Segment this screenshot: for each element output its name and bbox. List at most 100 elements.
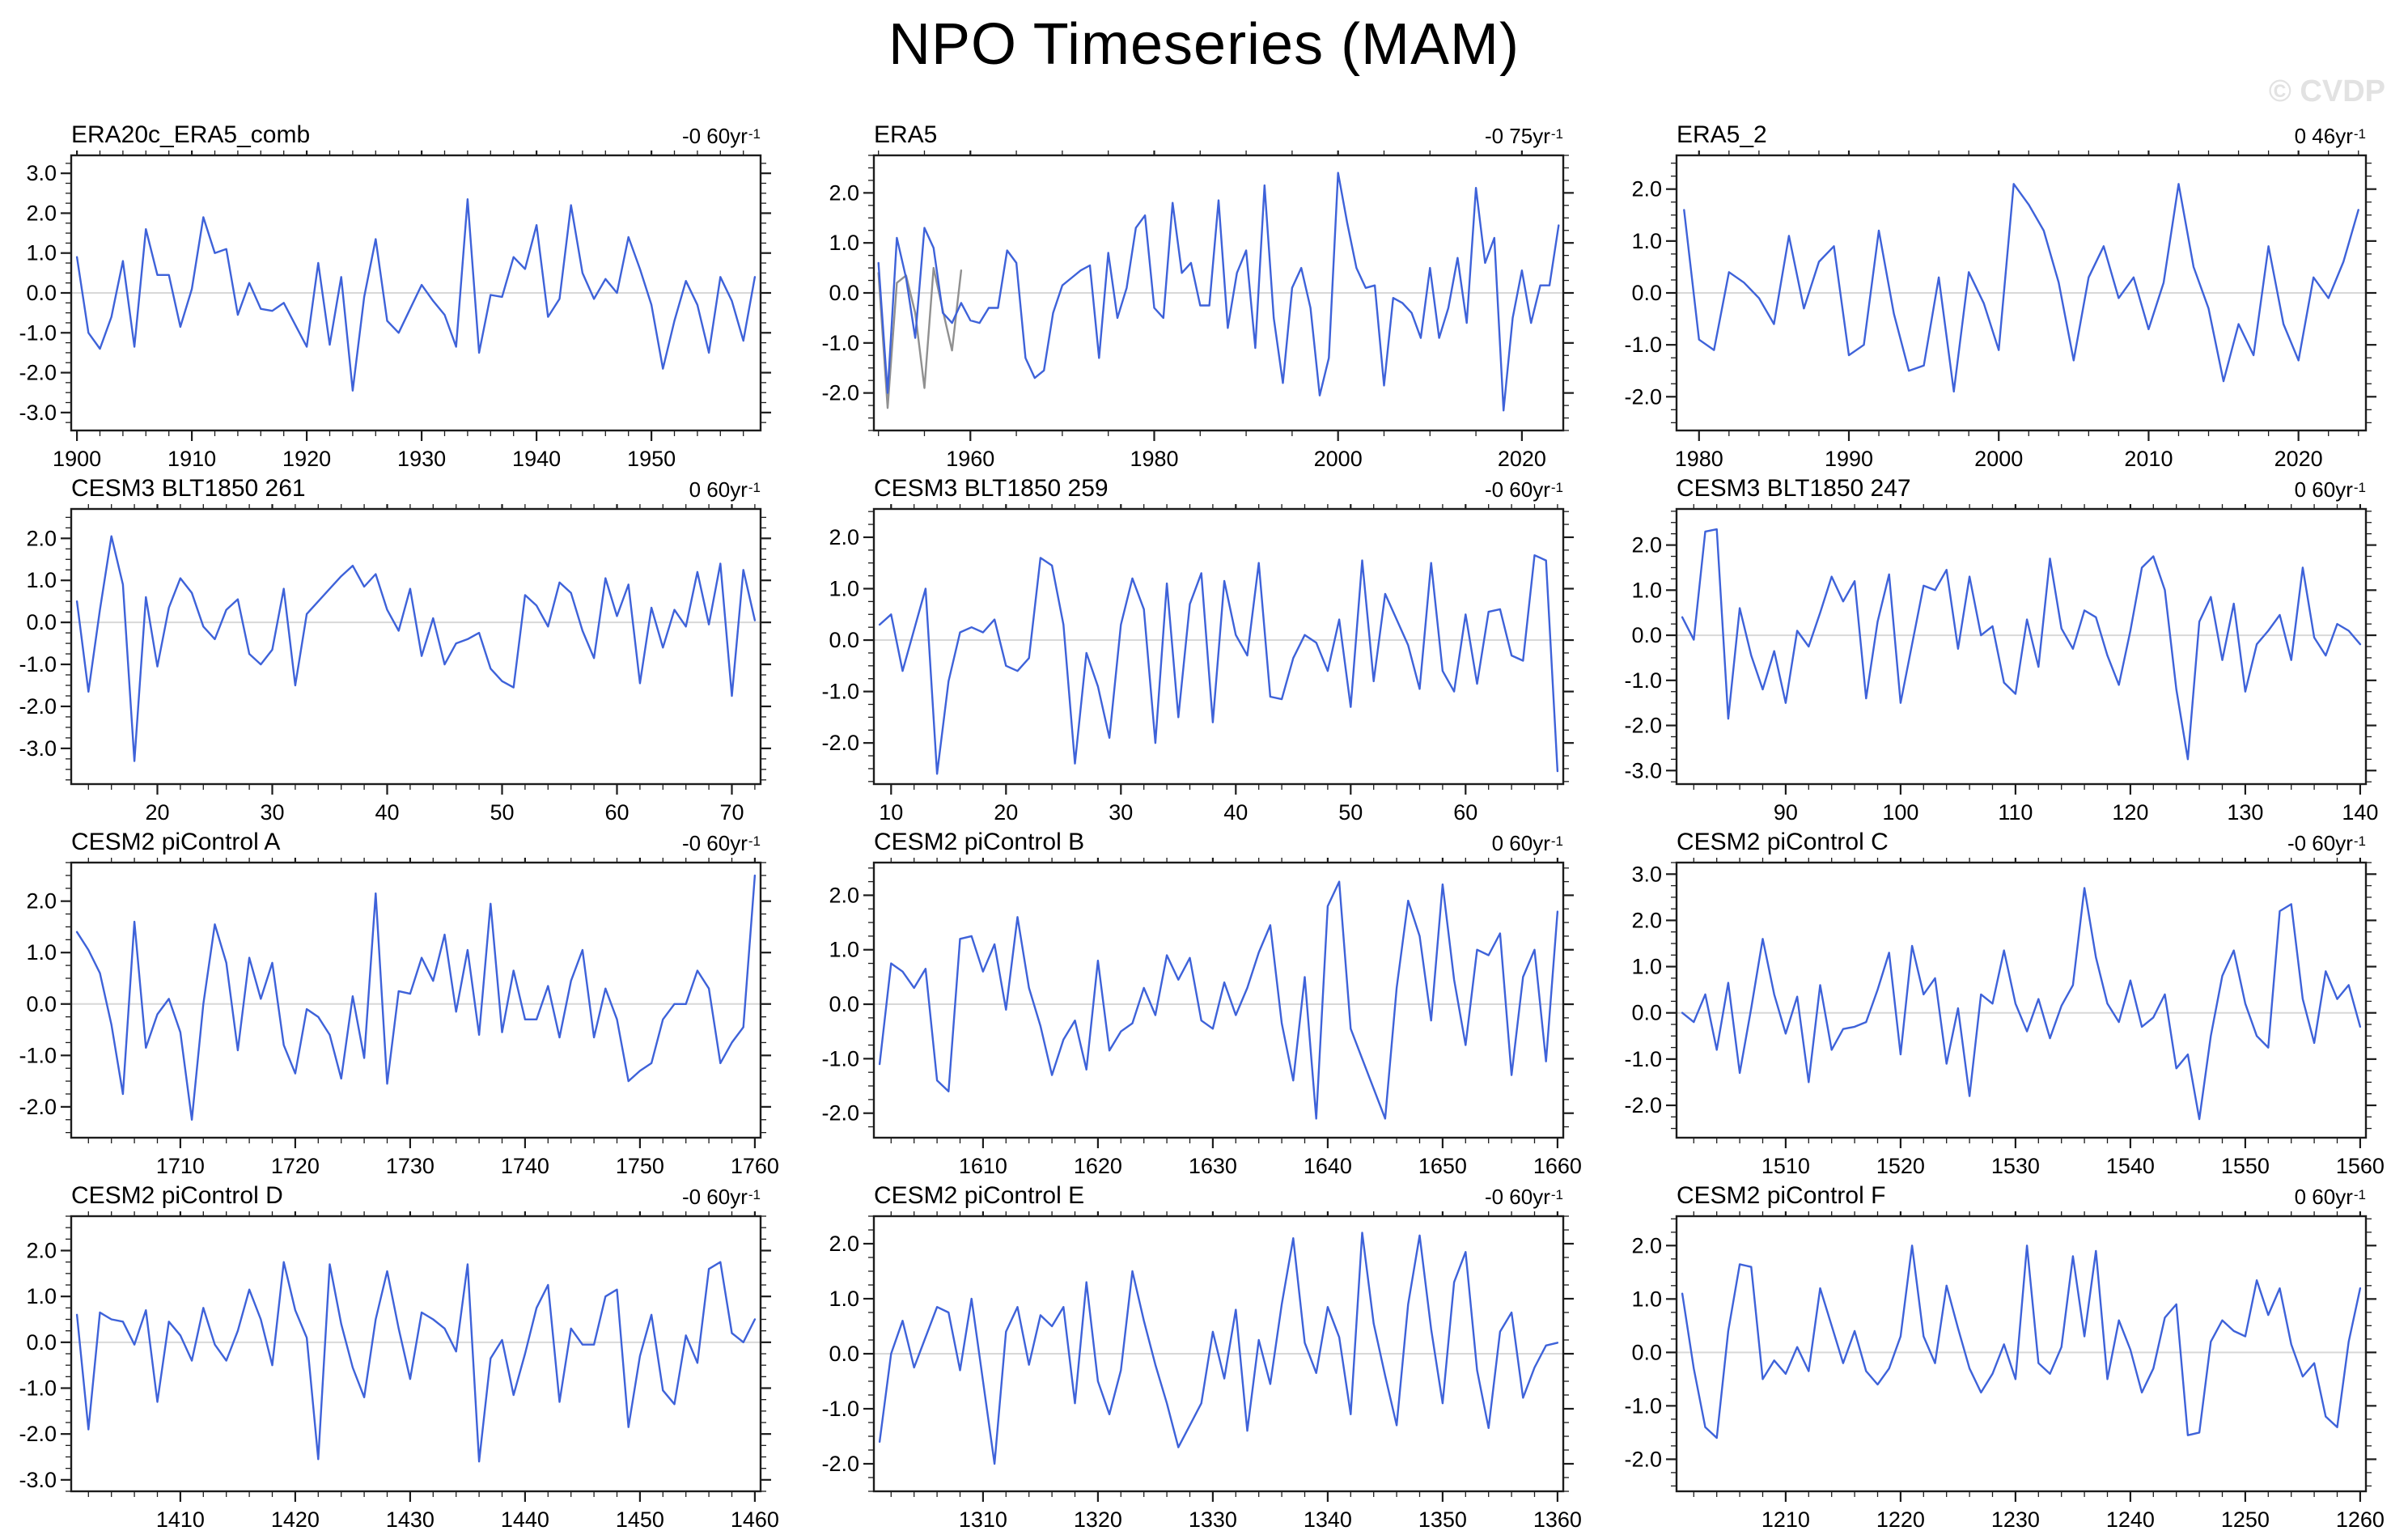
trend-value: -0 75yr xyxy=(1484,124,1550,148)
svg-text:2020: 2020 xyxy=(2274,447,2323,471)
svg-text:1510: 1510 xyxy=(1761,1154,1810,1178)
svg-text:1950: 1950 xyxy=(627,447,676,471)
timeseries-panel: ERA20c_ERA5_comb -0 60yr-1 1900 1910 1920 1… xyxy=(0,121,803,475)
svg-text:1360: 1360 xyxy=(1533,1507,1582,1532)
svg-text:-2.0: -2.0 xyxy=(19,1095,57,1119)
panel-trend-label: -0 60yr-1 xyxy=(682,124,761,149)
svg-text:-3.0: -3.0 xyxy=(19,1468,57,1492)
svg-text:1.0: 1.0 xyxy=(1631,578,1662,602)
svg-text:2.0: 2.0 xyxy=(1631,177,1662,201)
page-title: NPO Timeseries (MAM) xyxy=(888,12,1520,77)
svg-text:70: 70 xyxy=(719,800,744,825)
panel-header: CESM2 piControl A -0 60yr-1 xyxy=(0,829,803,858)
svg-text:1.0: 1.0 xyxy=(26,568,57,592)
timeseries-chart: 10 20 30 40 50 60 2.0 1.0 0.0 -1.0 -2.0 xyxy=(821,498,1574,825)
svg-text:1730: 1730 xyxy=(386,1154,435,1178)
timeseries-panel: ERA5_2 0 46yr-1 1980 1990 2000 2010 2020 2.0 1… xyxy=(1605,121,2408,475)
svg-text:0.0: 0.0 xyxy=(1631,1001,1662,1025)
svg-text:-1.0: -1.0 xyxy=(821,680,859,704)
timeseries-chart: 1410 1420 1430 1440 1450 1460 2.0 1.0 0.0 -1.0 -2.… xyxy=(19,1206,779,1532)
trend-exponent: -1 xyxy=(748,1187,761,1202)
svg-text:130: 130 xyxy=(2227,800,2263,825)
timeseries-chart: 1210 1220 1230 1240 1250 1260 2.0 1.0 0.0 -1.0 -2.… xyxy=(1624,1206,2385,1532)
panel-title: CESM2 piControl D xyxy=(71,1182,283,1209)
svg-text:1960: 1960 xyxy=(946,447,994,471)
svg-text:1640: 1640 xyxy=(1304,1154,1352,1178)
svg-text:0.0: 0.0 xyxy=(26,992,57,1016)
trend-exponent: -1 xyxy=(2353,126,2366,142)
timeseries-chart: 1610 1620 1630 1640 1650 1660 2.0 1.0 0.0 -1.0 -2.… xyxy=(821,852,1582,1178)
svg-text:1560: 1560 xyxy=(2336,1154,2385,1178)
svg-text:1630: 1630 xyxy=(1189,1154,1237,1178)
timeseries-panel: CESM2 piControl C -0 60yr-1 1510 1520 1530… xyxy=(1605,829,2408,1182)
svg-text:-1.0: -1.0 xyxy=(1624,1047,1662,1071)
svg-text:1520: 1520 xyxy=(1876,1154,1925,1178)
timeseries-chart: 90 100 110 120 130 140 2.0 1.0 0.0 -1.0 -2.0 -3.0 xyxy=(1624,498,2378,825)
trend-value: -0 60yr xyxy=(681,124,748,148)
panel-trend-label: -0 60yr-1 xyxy=(1485,1185,1563,1210)
panel-trend-label: -0 75yr-1 xyxy=(1485,124,1563,149)
svg-text:1660: 1660 xyxy=(1533,1154,1582,1178)
timeseries-panel: CESM3 BLT1850 261 0 60yr-1 20 30 40 50 60 70 2… xyxy=(0,475,803,829)
trend-exponent: -1 xyxy=(1550,833,1563,849)
svg-text:1320: 1320 xyxy=(1074,1507,1122,1532)
timeseries-panel: CESM2 piControl B 0 60yr-1 1610 1620 1630 1… xyxy=(803,829,1605,1182)
panel-title: ERA5_2 xyxy=(1677,121,1767,148)
svg-text:3.0: 3.0 xyxy=(26,161,57,185)
svg-text:1650: 1650 xyxy=(1418,1154,1467,1178)
panel-header: CESM3 BLT1850 247 0 60yr-1 xyxy=(1605,475,2408,504)
svg-text:20: 20 xyxy=(994,800,1018,825)
svg-text:1910: 1910 xyxy=(167,447,216,471)
svg-text:1.0: 1.0 xyxy=(26,940,57,965)
svg-text:0.0: 0.0 xyxy=(829,992,859,1016)
svg-text:1340: 1340 xyxy=(1304,1507,1352,1532)
trend-value: 0 60yr xyxy=(2294,1185,2353,1209)
trend-value: 0 60yr xyxy=(2294,477,2353,502)
svg-text:-2.0: -2.0 xyxy=(1624,1093,1662,1117)
panel-header: ERA5 -0 75yr-1 xyxy=(803,121,1605,151)
svg-text:1940: 1940 xyxy=(512,447,561,471)
panel-header: CESM3 BLT1850 261 0 60yr-1 xyxy=(0,475,803,504)
svg-text:1.0: 1.0 xyxy=(829,231,859,255)
panel-title: CESM2 piControl A xyxy=(71,829,281,855)
svg-text:1210: 1210 xyxy=(1761,1507,1810,1532)
svg-text:-3.0: -3.0 xyxy=(1624,758,1662,782)
panel-trend-label: 0 60yr-1 xyxy=(689,477,761,502)
svg-text:2.0: 2.0 xyxy=(1631,908,1662,932)
svg-text:1550: 1550 xyxy=(2221,1154,2270,1178)
svg-text:110: 110 xyxy=(1998,800,2033,825)
svg-text:40: 40 xyxy=(1223,800,1248,825)
panel-trend-label: 0 60yr-1 xyxy=(2295,477,2366,502)
svg-text:30: 30 xyxy=(260,800,284,825)
svg-text:1350: 1350 xyxy=(1418,1507,1467,1532)
panel-title: CESM3 BLT1850 259 xyxy=(874,475,1109,502)
trend-value: -0 60yr xyxy=(1484,477,1550,502)
svg-text:2.0: 2.0 xyxy=(829,525,859,549)
svg-text:1980: 1980 xyxy=(1130,447,1178,471)
svg-text:1720: 1720 xyxy=(271,1154,320,1178)
panel-title: ERA20c_ERA5_comb xyxy=(71,121,311,148)
svg-text:0.0: 0.0 xyxy=(26,1330,57,1355)
svg-text:90: 90 xyxy=(1774,800,1798,825)
svg-text:140: 140 xyxy=(2342,800,2378,825)
svg-text:1250: 1250 xyxy=(2221,1507,2270,1532)
svg-text:60: 60 xyxy=(604,800,629,825)
svg-text:1.0: 1.0 xyxy=(1631,229,1662,253)
panel-header: CESM2 piControl F 0 60yr-1 xyxy=(1605,1182,2408,1211)
timeseries-panel: CESM2 piControl E -0 60yr-1 1310 1320 1330… xyxy=(803,1182,1605,1535)
svg-text:2.0: 2.0 xyxy=(1631,533,1662,558)
svg-text:-1.0: -1.0 xyxy=(19,320,57,345)
svg-text:2.0: 2.0 xyxy=(829,180,859,205)
svg-text:0.0: 0.0 xyxy=(829,1342,859,1366)
panel-header: ERA5_2 0 46yr-1 xyxy=(1605,121,2408,151)
svg-text:-1.0: -1.0 xyxy=(19,1376,57,1401)
svg-text:-1.0: -1.0 xyxy=(821,1046,859,1071)
trend-exponent: -1 xyxy=(748,480,761,495)
panel-header: CESM3 BLT1850 259 -0 60yr-1 xyxy=(803,475,1605,504)
trend-exponent: -1 xyxy=(748,126,761,142)
timeseries-chart: 20 30 40 50 60 70 2.0 1.0 0.0 -1.0 -2.0 -3.0 xyxy=(19,498,771,825)
cvdp-watermark: © CVDP xyxy=(2268,74,2385,108)
svg-text:2.0: 2.0 xyxy=(1631,1233,1662,1257)
panel-trend-label: -0 60yr-1 xyxy=(2287,831,2366,856)
svg-text:1240: 1240 xyxy=(2106,1507,2155,1532)
